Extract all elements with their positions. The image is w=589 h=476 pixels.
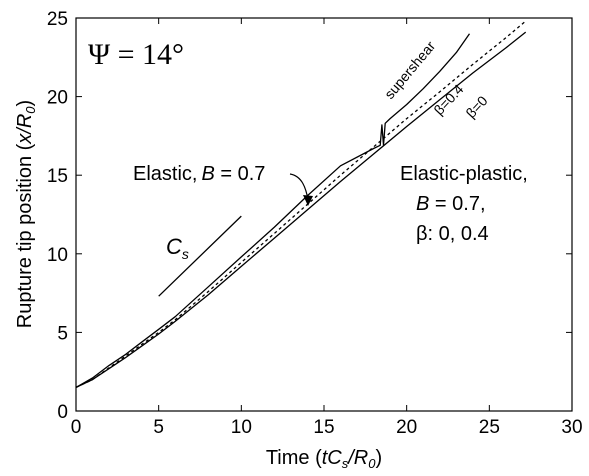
x-tick-label: 20 [396, 417, 417, 438]
series-line-0 [75, 31, 527, 388]
y-tick-label: 10 [47, 245, 68, 266]
x-tick-label: 0 [71, 417, 82, 438]
ticks [75, 17, 573, 412]
tick-labels: 0 5 10 15 20 25 30 0 5 10 15 20 25 [47, 9, 583, 438]
x-tick-label: 5 [153, 417, 164, 438]
series-line-0-4 [75, 20, 527, 388]
y-tick-label: 25 [47, 9, 68, 30]
psi-annotation: Ψ = 14° [88, 38, 184, 71]
series-line-elastic-b-0-7 [75, 33, 471, 388]
y-tick-label: 5 [57, 323, 68, 344]
x-tick-label: 15 [313, 417, 334, 438]
x-tick-label: 10 [231, 417, 252, 438]
y-axis-title: Rupture tip position (x/R0) [14, 100, 38, 328]
y-tick-label: 20 [47, 88, 68, 109]
elastic-annotation: Elastic, B = 0.7 [133, 163, 265, 185]
elastic-plastic-line3: β: 0, 0.4 [416, 223, 489, 245]
x-tick-label: 30 [561, 417, 582, 438]
x-tick-label: 25 [479, 417, 500, 438]
elastic-plastic-line2: B = 0.7, [416, 193, 486, 215]
series-layer [75, 20, 527, 388]
y-tick-label: 0 [57, 402, 68, 423]
elastic-plastic-line1: Elastic-plastic, [400, 163, 528, 185]
cs-label: Cs [166, 234, 189, 262]
elastic-annotation-arrowhead [303, 195, 313, 206]
x-axis-title: Time (tCs/R0) [266, 447, 382, 471]
y-tick-label: 15 [47, 166, 68, 187]
series-line-c-s [158, 215, 242, 297]
